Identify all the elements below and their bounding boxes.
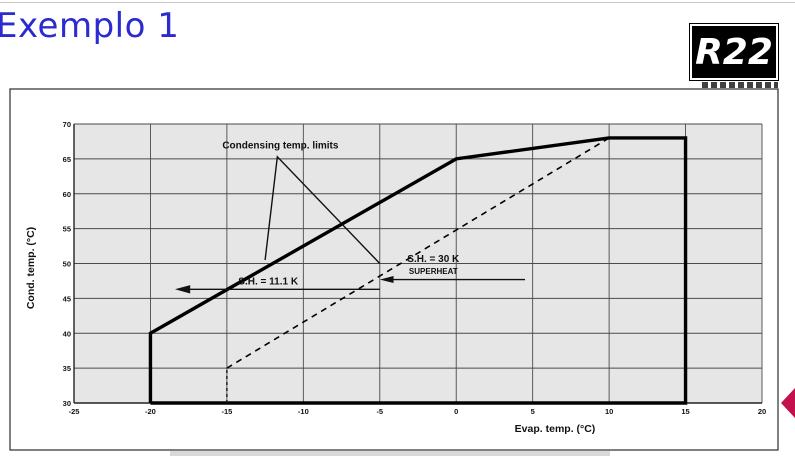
y-tick-label: 55 [63,225,71,234]
y-tick-label: 45 [63,294,71,303]
y-tick-label: 50 [63,260,71,269]
x-tick-label: -5 [376,407,383,416]
dashed-superheat-line [226,137,610,369]
y-tick-label: 60 [63,190,71,199]
y-tick-label: 35 [63,364,71,373]
annotation-label: SUPERHEAT [409,267,458,276]
annotation-label: Condensing temp. limits [222,140,339,151]
sh-11-arrowhead [174,285,191,294]
x-tick-label: 0 [454,407,458,416]
x-tick-label: 10 [605,407,613,416]
series [148,136,688,405]
envelope-line [148,136,688,405]
y-tick-label: 30 [63,399,71,408]
x-tick-label: -25 [69,407,80,416]
annotation-leaders [174,155,526,403]
x-axis-label: Evap. temp. (°C) [515,423,596,435]
scrollbar[interactable] [170,451,610,456]
sh-30-arrowhead [379,276,394,284]
annotations: Condensing temp. limits S.H. = 11.1 K S.H.… [222,140,460,287]
x-tick-label: -20 [145,407,156,416]
slide-title: Exemplo 1 [0,6,180,46]
y-tick-label: 70 [63,120,71,129]
x-tick-label: -10 [298,407,309,416]
y-tick-label: 65 [63,155,71,164]
y-axis-label: Cond. temp. (°C) [25,227,37,309]
y-tick-label: 40 [63,329,71,338]
left-triangle-icon[interactable] [781,388,795,418]
tick-labels: -25 -20 -15 -10 -5 0 5 10 15 20 30 35 40 45 50 55 60 65 70 [63,120,767,416]
x-tick-label: -15 [221,407,232,416]
badge-shadow [702,82,778,88]
x-tick-label: 20 [758,407,766,416]
condensing-limits-leader [264,155,381,264]
annotation-label: S.H. = 11.1 K [238,276,299,287]
refrigerant-badge: R22 [689,23,779,81]
x-tick-label: 5 [531,407,535,416]
x-tick-label: 15 [681,407,689,416]
annotation-label: S.H. = 30 K [407,254,460,265]
top-divider [0,2,795,3]
